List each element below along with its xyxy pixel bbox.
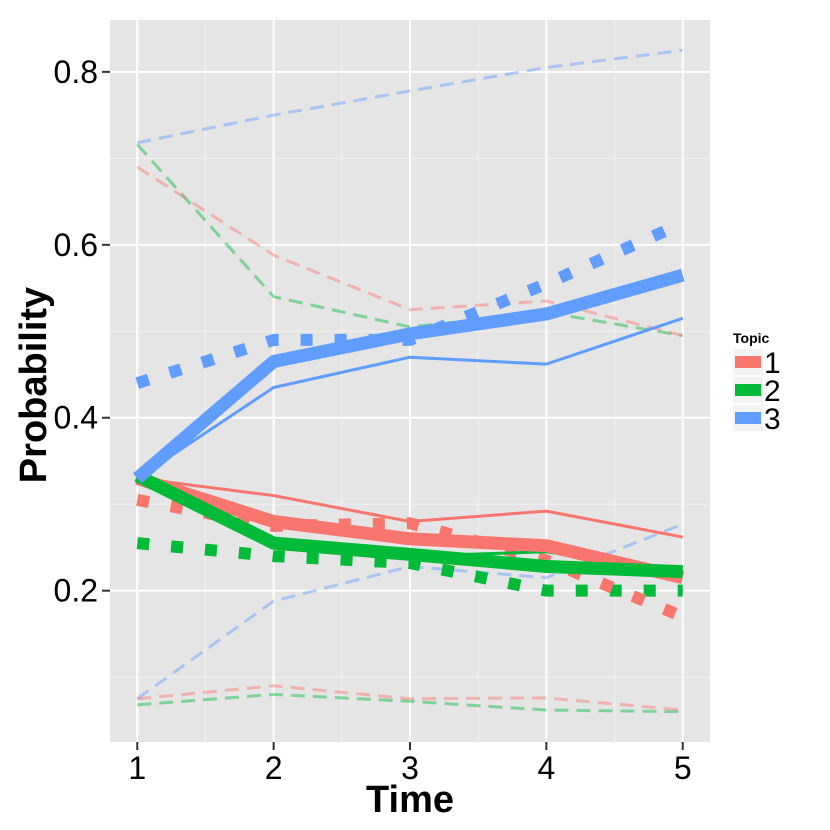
series-topic-1-upper-dashed — [136, 165, 684, 338]
axes: 0.2 0.4 0.6 0.8 1 2 3 4 5 — [54, 54, 692, 786]
grid-lines — [110, 20, 710, 742]
y-tick-label: 0.4 — [54, 400, 98, 436]
y-axis-title: Probability — [13, 287, 55, 483]
series-topic-2-thick-solid — [134, 469, 683, 579]
series-topic-2-upper-dashed — [136, 143, 683, 338]
x-tick-label: 1 — [128, 750, 146, 786]
legend-label-topic-1: 1 — [764, 347, 781, 380]
legend-label-topic-3: 3 — [764, 403, 781, 436]
x-axis-title: Time — [366, 779, 454, 821]
series-topic-3-thick-solid — [133, 268, 685, 484]
legend-label-topic-2: 2 — [764, 375, 781, 408]
series-topic-3-upper-dashed — [136, 48, 683, 145]
x-tick-label: 5 — [674, 750, 692, 786]
x-tick-label: 2 — [265, 750, 283, 786]
legend-title: Topic — [733, 330, 770, 346]
series-topic-1-thin-solid — [137, 476, 684, 539]
y-tick-label: 0.8 — [54, 54, 98, 90]
y-tick-label: 0.6 — [54, 227, 98, 263]
x-tick-label: 3 — [401, 750, 419, 786]
y-tick-label: 0.2 — [54, 573, 98, 609]
legend: Topic 1 2 3 — [733, 330, 781, 436]
series-topic-1-dotted — [136, 493, 686, 623]
series-topic-2-lower-dashed — [137, 692, 683, 714]
series-lines — [133, 48, 686, 714]
series-topic-3-thin-solid — [136, 316, 684, 480]
x-tick-label: 4 — [537, 750, 555, 786]
series-topic-2-dotted — [136, 537, 683, 597]
series-topic-1-thick-solid — [135, 472, 685, 585]
series-topic-1-lower-dashed — [137, 684, 683, 712]
